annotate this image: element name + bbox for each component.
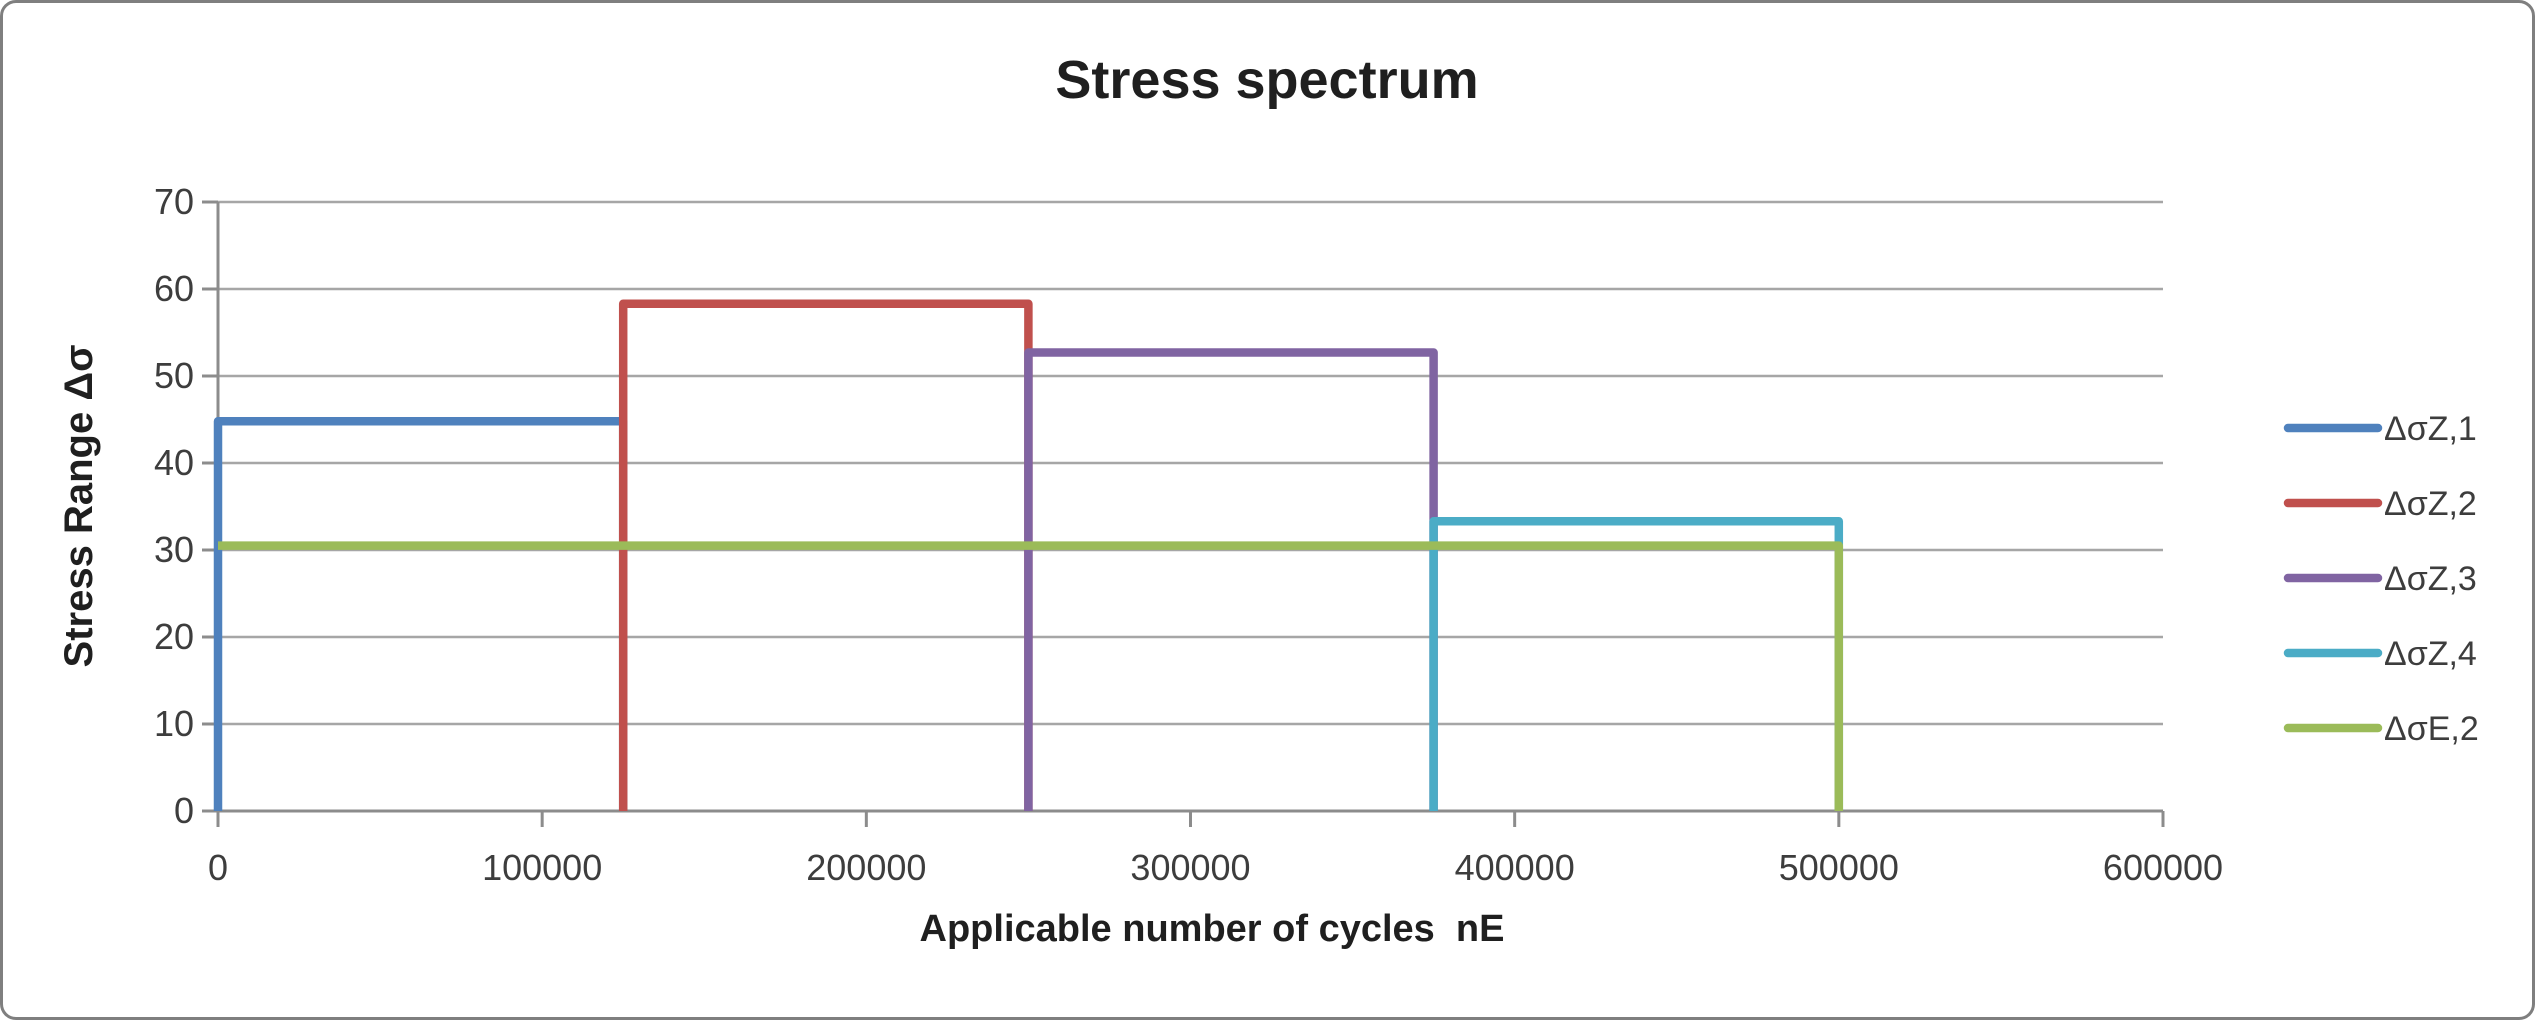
legend-label-3: ΔσZ,4 [2384,635,2477,673]
x-axis-title: Applicable number of cycles nE [920,908,1505,950]
y-tick-label: 50 [154,355,194,396]
y-tick-label: 70 [154,181,194,222]
legend-label-1: ΔσZ,2 [2384,485,2477,523]
y-tick-label: 20 [154,616,194,657]
y-tick-label: 10 [154,703,194,744]
x-tick-label: 200000 [806,847,926,888]
x-tick-label: 500000 [1779,847,1899,888]
chart-title: Stress spectrum [1055,50,1478,110]
legend-label-4: ΔσE,2 [2384,710,2479,748]
x-tick-label: 300000 [1130,847,1250,888]
x-tick-label: 0 [208,847,228,888]
x-tick-label: 600000 [2103,847,2223,888]
series-line-4 [218,541,1844,811]
y-tick-label: 30 [154,529,194,570]
plot-area [218,202,2163,811]
y-axis-title: Stress Range Δσ [57,345,101,668]
x-tick-label: 100000 [482,847,602,888]
y-tick-label: 40 [154,442,194,483]
x-tick-label: 400000 [1455,847,1575,888]
y-tick-label: 0 [174,790,194,831]
legend-label-2: ΔσZ,3 [2384,560,2477,598]
legend-label-0: ΔσZ,1 [2384,410,2477,448]
y-tick-label: 60 [154,268,194,309]
